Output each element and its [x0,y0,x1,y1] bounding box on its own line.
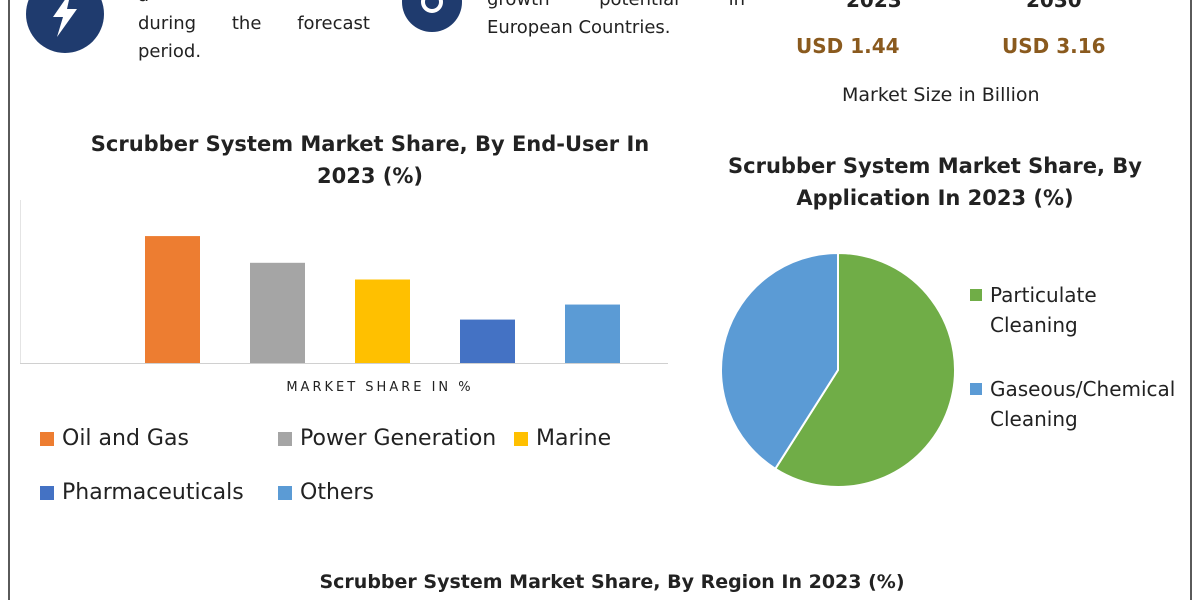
lightning-bolt-icon [26,0,104,53]
forecast-text-line-3: period. [138,41,202,62]
legend-item-marine: Marine [514,426,611,451]
legend-swatch [278,485,292,500]
legend-item-pharmaceuticals: Pharmaceuticals [40,480,244,505]
legend-label: Others [300,480,374,505]
growth-text-line-2: European Countries. [487,17,671,38]
market-size-2023: USD 1.44 [796,34,900,58]
region-chart-title: Scrubber System Market Share, By Region … [319,571,905,593]
pie-chart [720,252,956,488]
bar-power-generation [250,262,305,363]
legend-swatch [970,289,982,301]
forecast-text-line-1: a [138,0,370,10]
market-size-2030: USD 3.16 [1002,34,1106,58]
forecast-text-line-2: during the forecast [138,10,370,38]
pie-legend-label-line: Cleaning [990,407,1078,431]
legend-item-power-generation: Power Generation [278,426,496,451]
text-word: during [138,13,197,34]
pie-legend-label-line: Gaseous/Chemical [990,377,1176,401]
legend-swatch [40,431,54,446]
legend-swatch [278,431,292,446]
pie-slice-particulate-cleaning [773,252,956,488]
pie-legend-label-line: Cleaning [990,313,1078,337]
bar-marine [355,279,410,363]
legend-item-others: Others [278,480,374,505]
legend-label: Power Generation [300,426,497,451]
growth-text-line-1: growth potential in [487,0,745,14]
legend-label: Pharmaceuticals [62,480,244,505]
frame-right-border [1190,0,1192,600]
growth-text: growth potential in European Countries. [487,0,745,42]
bar-pharmaceuticals [460,319,515,363]
pie-chart-title: Scrubber System Market Share, By Applica… [728,154,1142,210]
text-word: the [231,13,262,34]
year-2030: 2030 [1026,0,1082,12]
bar-chart-title: Scrubber System Market Share, By End-Use… [90,132,650,188]
legend-swatch [514,431,528,446]
legend-item-oil-and-gas: Oil and Gas [40,426,189,451]
bar-others [565,304,620,363]
forecast-text: a during the forecast period. [138,0,370,66]
legend-swatch [970,383,982,395]
legend-label: Marine [536,426,612,451]
year-2023: 2023 [846,0,902,12]
legend-label: Oil and Gas [62,426,189,451]
bar-chart-axis-caption: MARKET SHARE IN % [286,380,474,395]
globe-icon [402,0,462,32]
bar-chart [20,200,668,364]
market-size-label: Market Size in Billion [842,84,1040,106]
text-word: in [729,0,745,14]
text-word: growth [487,0,550,14]
pie-slice-gaseous-chemical-cleaning [720,252,839,471]
pie-legend-particulate: Particulate Cleaning [970,280,1097,340]
pie-legend-label-line: Particulate [990,283,1097,307]
text-word: potential [599,0,679,14]
text-word: forecast [297,13,370,34]
frame-left-border [8,0,10,600]
legend-swatch [40,485,54,500]
bar-oil-and-gas [145,236,200,363]
pie-legend-gaseous: Gaseous/Chemical Cleaning [970,374,1176,434]
